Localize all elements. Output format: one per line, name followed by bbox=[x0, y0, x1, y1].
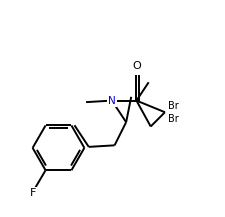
Text: O: O bbox=[132, 61, 141, 71]
Text: Br: Br bbox=[168, 114, 179, 124]
Text: F: F bbox=[30, 188, 36, 198]
Text: Br: Br bbox=[168, 101, 179, 111]
Text: N: N bbox=[108, 96, 116, 106]
